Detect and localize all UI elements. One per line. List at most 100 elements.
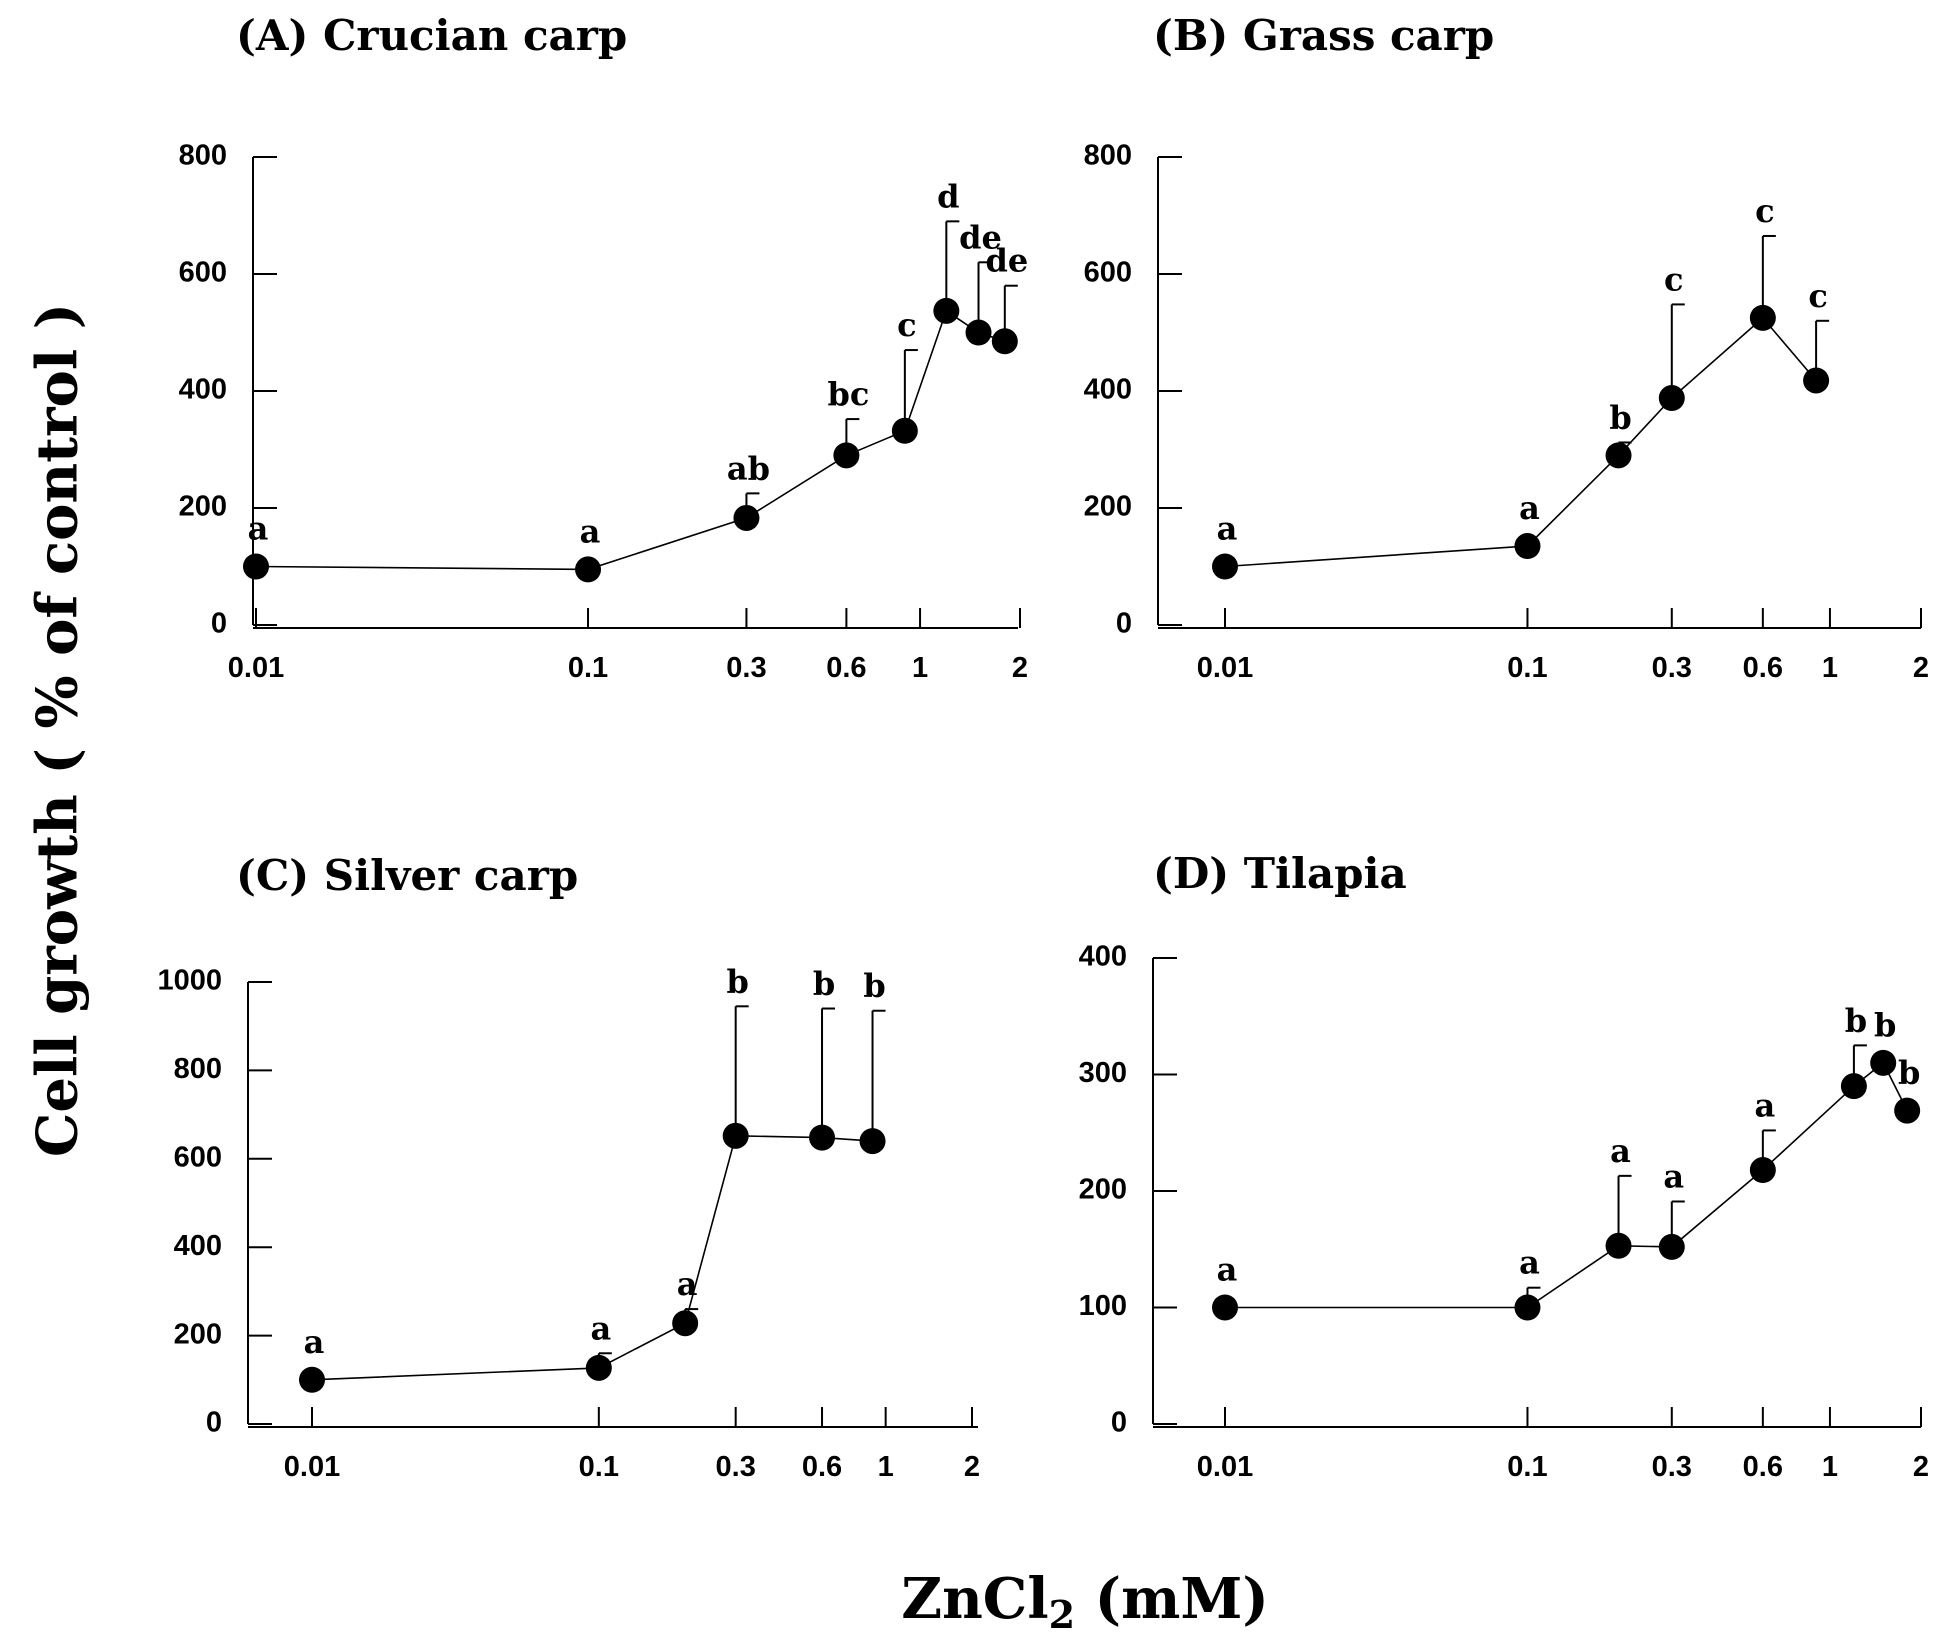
x-tick-label: 1 [878, 1451, 894, 1483]
significance-label: c [1808, 277, 1827, 315]
y-tick-label: 0 [1116, 608, 1132, 640]
x-tick-label: 0.01 [1197, 652, 1253, 684]
data-point [1212, 553, 1238, 580]
significance-label: a [590, 1309, 611, 1347]
x-axis-title-unit: (mM) [1075, 1566, 1269, 1632]
data-point [991, 328, 1018, 355]
y-tick-label: 200 [179, 491, 227, 523]
y-tick-label: 1000 [157, 965, 222, 997]
panel-b-grass-carp: (B) Grass carp 0 200 400 600 800 0.01 0.1 0.3 0.6… [1084, 11, 1929, 684]
y-tick-label: 800 [1084, 140, 1132, 172]
data-point [809, 1124, 836, 1151]
significance-label: de [959, 218, 1002, 256]
x-tick-label: 2 [1913, 652, 1929, 684]
significance-label: a [580, 512, 601, 550]
x-tick-label: 0.6 [1743, 652, 1783, 684]
significance-label: b [1898, 1054, 1920, 1092]
data-point [933, 297, 960, 324]
significance-label: b [863, 967, 885, 1005]
panel-title: (A) Crucian carp [236, 11, 627, 60]
y-tick-label: 400 [1084, 374, 1132, 406]
x-tick-label: 2 [1012, 652, 1028, 684]
y-tick-label: 300 [1079, 1057, 1127, 1089]
data-point [1605, 442, 1632, 469]
panel-title: (C) Silver carp [236, 851, 578, 900]
significance-label: b [813, 965, 835, 1003]
data-point [243, 553, 269, 580]
y-tick-label: 800 [179, 140, 227, 172]
significance-label: a [304, 1323, 325, 1361]
data-point [1605, 1232, 1632, 1259]
data-point [1658, 1233, 1685, 1260]
significance-label: bc [827, 375, 869, 413]
x-axis-title-main: ZnCl [901, 1566, 1048, 1632]
significance-label: a [1519, 1244, 1540, 1282]
x-tick-label: 1 [1822, 1451, 1838, 1483]
data-point [585, 1354, 612, 1381]
x-axis-title-subscript: 2 [1049, 1592, 1075, 1637]
y-tick-label: 0 [1111, 1407, 1127, 1439]
data-point [733, 504, 760, 531]
data-point [575, 556, 602, 583]
x-tick-label: 2 [1913, 1451, 1929, 1483]
significance-label: b [1609, 398, 1631, 436]
series-line [1224, 316, 1817, 568]
data-point [833, 442, 860, 469]
panel-c-silver-carp: (C) Silver carp 0 200 400 600 800 1000 0.01 0.1 0… [157, 851, 980, 1483]
y-tick-label: 100 [1079, 1290, 1127, 1322]
y-tick-label: 0 [206, 1407, 222, 1439]
x-tick-label: 0.01 [228, 652, 284, 684]
significance-label: a [1217, 1251, 1238, 1289]
y-tick-label: 600 [179, 257, 227, 289]
data-point [1514, 533, 1541, 560]
significance-label: ab [727, 449, 770, 487]
data-point [1803, 367, 1830, 394]
y-axis-title: Cell growth ( % of control ) [25, 303, 91, 1157]
significance-label: a [1610, 1132, 1631, 1170]
x-tick-label: 0.1 [579, 1451, 619, 1483]
x-tick-label: 0.3 [1652, 1451, 1692, 1483]
panel-title: (D) Tilapia [1153, 849, 1407, 898]
data-point [1749, 1157, 1776, 1184]
data-point [965, 319, 992, 346]
significance-label: a [1754, 1086, 1775, 1124]
x-tick-label: 0.6 [1743, 1451, 1783, 1483]
x-tick-label: 0.1 [1507, 652, 1547, 684]
y-tick-label: 200 [1084, 491, 1132, 523]
data-point [722, 1122, 749, 1149]
panel-title: (B) Grass carp [1153, 11, 1494, 60]
significance-label: b [726, 962, 748, 1000]
significance-label: c [1664, 260, 1683, 298]
data-point [1894, 1097, 1921, 1124]
x-tick-label: 1 [912, 652, 928, 684]
panel-a-crucian-carp: (A) Crucian carp 0 200 400 600 800 0.01 0.1 0.3 0… [179, 11, 1029, 684]
data-point [299, 1366, 325, 1393]
data-point [672, 1310, 699, 1337]
data-point [891, 417, 918, 444]
panel-d-tilapia: (D) Tilapia 0 100 200 300 400 0.01 0.1 0.3 0.6 1 2 a… [1079, 849, 1929, 1483]
significance-label: a [1519, 489, 1540, 527]
data-point [1514, 1294, 1541, 1321]
y-tick-label: 600 [174, 1141, 222, 1173]
y-tick-label: 400 [1079, 941, 1127, 973]
x-tick-label: 0.6 [826, 652, 866, 684]
significance-label: a [1217, 510, 1238, 548]
x-tick-label: 0.1 [1507, 1451, 1547, 1483]
x-tick-label: 0.01 [1197, 1451, 1253, 1483]
data-point [859, 1128, 886, 1155]
x-tick-label: 0.1 [568, 652, 608, 684]
significance-label: b [1845, 1001, 1867, 1039]
data-point [1870, 1049, 1897, 1076]
significance-label: a [677, 1265, 698, 1303]
x-tick-label: 0.01 [284, 1451, 340, 1483]
significance-label: a [248, 510, 269, 548]
data-point [1658, 385, 1685, 412]
y-tick-label: 400 [179, 374, 227, 406]
x-axis-title: ZnCl2 (mM) [901, 1566, 1269, 1637]
x-tick-label: 0.3 [726, 652, 766, 684]
y-tick-label: 600 [1084, 257, 1132, 289]
y-tick-label: 400 [174, 1230, 222, 1262]
significance-label: c [897, 306, 916, 344]
